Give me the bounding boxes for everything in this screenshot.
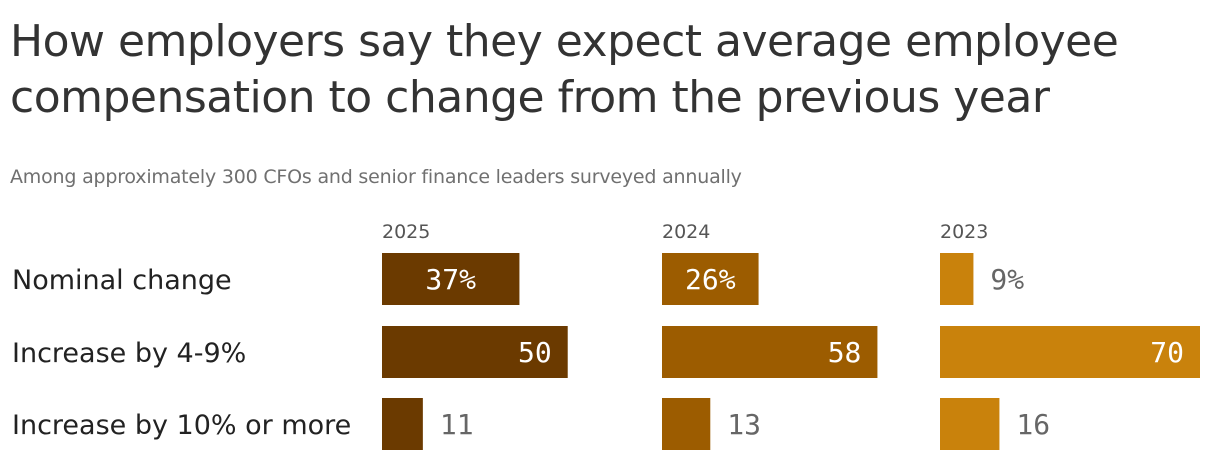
panel-header-2023: 2023: [940, 221, 988, 243]
data-label-2023-increase-by-4-9: 70: [1150, 336, 1184, 369]
chart-title: How employers say they expect average em…: [10, 16, 1119, 123]
data-label-2023-nominal-change: 9%: [990, 263, 1024, 296]
bar-2025-increase-by-10-or-more: [382, 398, 423, 450]
bar-2024-nominal-change: [662, 253, 759, 305]
data-label-2023-increase-by-10-or-more: 16: [1016, 408, 1050, 441]
data-label-2024-increase-by-10-or-more: 13: [727, 408, 761, 441]
category-label-increase-by-4-9: Increase by 4-9%: [12, 338, 246, 369]
data-label-2024-increase-by-4-9: 58: [828, 336, 862, 369]
bar-2025-nominal-change: [382, 253, 520, 305]
panel-header-2024: 2024: [662, 221, 710, 243]
chart-subtitle: Among approximately 300 CFOs and senior …: [10, 166, 742, 188]
data-label-2025-increase-by-4-9: 50: [518, 336, 552, 369]
bar-2025-increase-by-4-9: [382, 326, 568, 378]
category-label-nominal-change: Nominal change: [12, 265, 232, 296]
data-label-2025-increase-by-10-or-more: 11: [440, 408, 474, 441]
panel-header-2025: 2025: [382, 221, 430, 243]
bar-2023-increase-by-4-9: [940, 326, 1200, 378]
bar-2024-increase-by-4-9: [662, 326, 878, 378]
data-label-2025-nominal-change: 37%: [425, 263, 476, 296]
bar-2023-increase-by-10-or-more: [940, 398, 1000, 450]
bar-2023-nominal-change: [940, 253, 974, 305]
data-label-2024-nominal-change: 26%: [685, 263, 736, 296]
bar-2024-increase-by-10-or-more: [662, 398, 711, 450]
category-label-increase-by-10-or-more: Increase by 10% or more: [12, 410, 351, 441]
